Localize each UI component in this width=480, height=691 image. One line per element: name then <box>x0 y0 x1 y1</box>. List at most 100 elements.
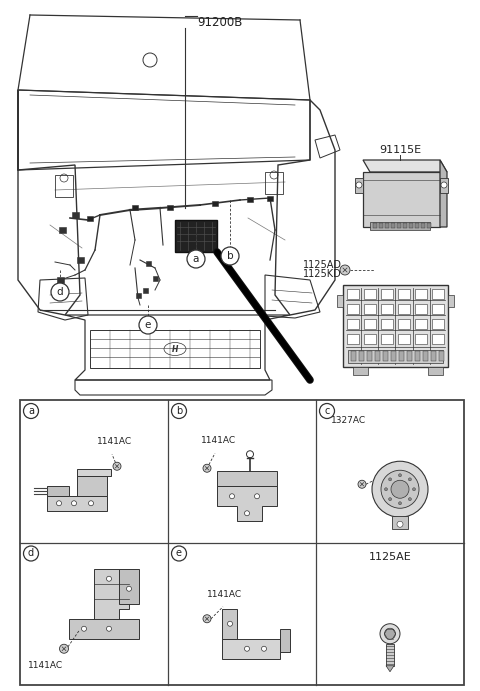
Polygon shape <box>69 618 139 638</box>
Text: 1141AC: 1141AC <box>202 436 237 445</box>
Bar <box>399 351 404 361</box>
Circle shape <box>398 474 401 477</box>
Bar <box>364 304 376 314</box>
Text: 1125KD: 1125KD <box>303 269 342 279</box>
Bar <box>415 223 419 228</box>
Polygon shape <box>363 160 447 172</box>
Polygon shape <box>386 665 394 672</box>
Text: 1125AE: 1125AE <box>369 551 411 562</box>
Bar <box>55 175 73 197</box>
Bar <box>347 304 359 314</box>
Bar <box>403 223 407 228</box>
Circle shape <box>389 478 392 481</box>
Bar <box>355 178 363 193</box>
Bar <box>381 304 393 314</box>
Polygon shape <box>47 486 69 496</box>
Text: c: c <box>324 406 330 416</box>
Text: 91200B: 91200B <box>197 16 242 29</box>
Bar <box>391 223 395 228</box>
Bar <box>367 351 372 361</box>
Bar <box>136 293 141 298</box>
Bar <box>431 351 436 361</box>
Circle shape <box>244 511 250 515</box>
Bar <box>347 289 359 299</box>
Polygon shape <box>392 516 408 529</box>
Circle shape <box>397 521 403 527</box>
Circle shape <box>358 480 366 489</box>
Bar <box>90 330 260 368</box>
Bar <box>407 351 412 361</box>
Bar <box>212 201 218 206</box>
Circle shape <box>408 478 411 481</box>
Bar <box>375 351 380 361</box>
Polygon shape <box>217 471 277 486</box>
Circle shape <box>24 546 38 561</box>
Text: a: a <box>193 254 199 264</box>
Bar <box>77 257 84 263</box>
Text: b: b <box>176 406 182 416</box>
Bar <box>57 277 64 283</box>
Bar <box>175 220 217 252</box>
Polygon shape <box>222 638 280 659</box>
Bar <box>153 276 158 281</box>
Bar <box>379 223 383 228</box>
Text: e: e <box>176 549 182 558</box>
Circle shape <box>381 471 419 509</box>
Bar <box>432 289 444 299</box>
Bar <box>167 205 173 210</box>
Bar <box>381 334 393 344</box>
Bar <box>415 351 420 361</box>
Circle shape <box>384 628 396 639</box>
Bar <box>59 227 66 233</box>
Bar <box>421 223 425 228</box>
Bar <box>337 295 343 307</box>
Polygon shape <box>77 476 107 496</box>
Bar <box>347 334 359 344</box>
Circle shape <box>221 247 239 265</box>
Bar <box>72 212 79 218</box>
Polygon shape <box>77 469 111 476</box>
Bar <box>359 351 364 361</box>
Bar <box>427 223 431 228</box>
Bar <box>391 351 396 361</box>
Circle shape <box>441 182 447 188</box>
Bar <box>87 216 93 221</box>
Text: 1125AD: 1125AD <box>303 260 342 270</box>
Circle shape <box>127 586 132 591</box>
Text: 1327AC: 1327AC <box>331 415 366 424</box>
Circle shape <box>107 626 111 632</box>
Bar <box>398 289 410 299</box>
Bar <box>439 351 444 361</box>
Circle shape <box>171 546 187 561</box>
Bar <box>343 285 448 367</box>
Bar <box>347 319 359 329</box>
Circle shape <box>389 498 392 501</box>
Circle shape <box>88 501 94 506</box>
Circle shape <box>107 576 111 581</box>
Bar <box>146 261 151 266</box>
Bar <box>383 351 388 361</box>
Circle shape <box>72 501 76 506</box>
Circle shape <box>398 502 401 504</box>
Bar <box>364 289 376 299</box>
Bar <box>409 223 413 228</box>
Circle shape <box>262 646 266 651</box>
Polygon shape <box>119 569 139 604</box>
Bar <box>397 223 401 228</box>
Bar <box>415 319 427 329</box>
Text: 1141AC: 1141AC <box>207 589 242 598</box>
Text: 1141AC: 1141AC <box>28 661 63 670</box>
Bar <box>415 334 427 344</box>
Bar <box>364 334 376 344</box>
Bar <box>428 367 443 375</box>
Text: d: d <box>28 549 34 558</box>
Bar <box>415 289 427 299</box>
Circle shape <box>254 494 260 499</box>
Bar <box>373 223 377 228</box>
Circle shape <box>320 404 335 419</box>
Polygon shape <box>440 160 447 227</box>
Bar <box>381 319 393 329</box>
Circle shape <box>203 464 211 472</box>
Circle shape <box>24 404 38 419</box>
Bar <box>20 400 464 685</box>
